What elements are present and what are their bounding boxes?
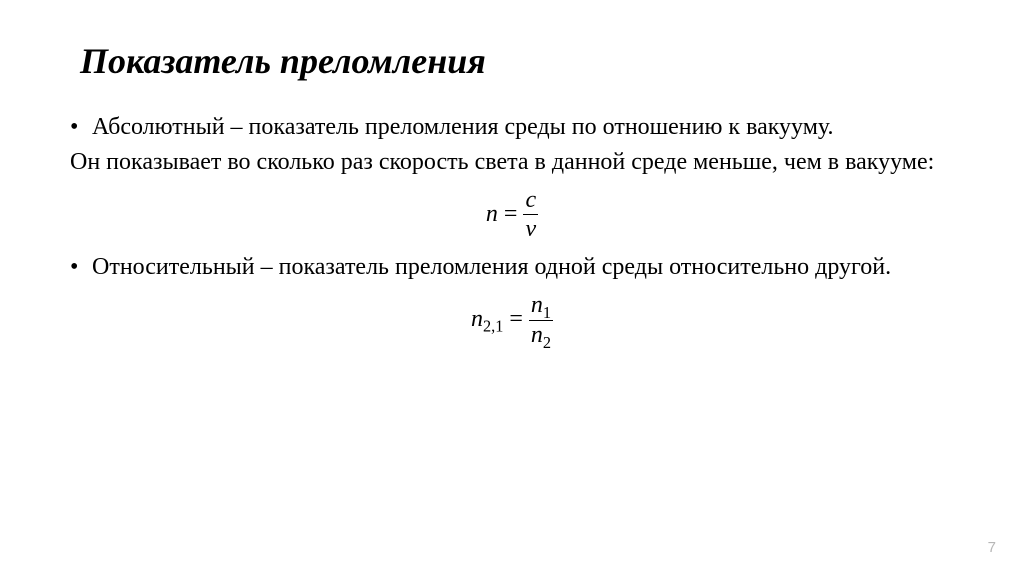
formula-1: n = c v: [70, 186, 954, 245]
body-text-1: Он показывает во сколько раз скорость св…: [70, 145, 954, 180]
slide-title: Показатель преломления: [80, 40, 954, 82]
bullet-item-1: Абсолютный – показатель преломления сред…: [70, 110, 954, 145]
formula2-den-sub: 2: [543, 333, 551, 352]
formula2-lhs-sub: 2,1: [483, 317, 503, 336]
formula2-num-sub: 1: [543, 303, 551, 322]
page-number: 7: [988, 539, 996, 556]
formula2-den-var: n: [531, 322, 543, 348]
formula1-numerator: c: [523, 186, 538, 216]
formula2-num-var: n: [531, 292, 543, 318]
formula-2: n2,1 = n1 n2: [70, 291, 954, 350]
formula1-denominator: v: [523, 215, 538, 244]
formula1-lhs-var: n: [486, 200, 498, 226]
formula1-equals: =: [498, 200, 524, 226]
formula2-equals: =: [503, 306, 529, 332]
formula2-lhs-var: n: [471, 306, 483, 332]
bullet-item-2: Относительный – показатель преломления о…: [70, 250, 954, 285]
formula2-fraction: n1 n2: [529, 291, 553, 350]
formula2-numerator: n1: [529, 291, 553, 321]
formula2-denominator: n2: [529, 321, 553, 350]
formula1-fraction: c v: [523, 186, 538, 245]
